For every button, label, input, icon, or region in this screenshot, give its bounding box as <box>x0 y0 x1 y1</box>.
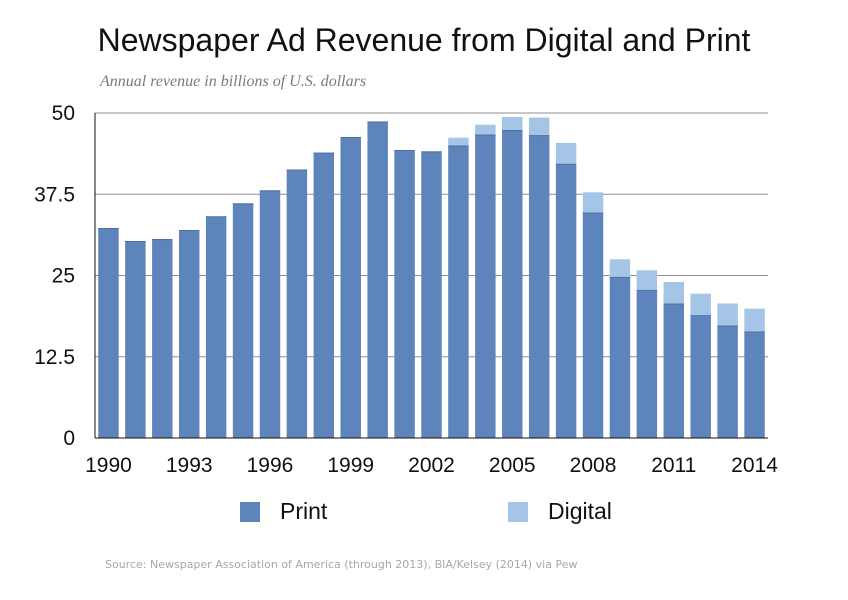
bar-digital-2007 <box>555 142 577 164</box>
y-tick-label: 12.5 <box>34 346 75 369</box>
bar-print-1992 <box>152 239 173 438</box>
y-tick-label: 50 <box>52 102 75 125</box>
x-tick-label: 1999 <box>327 454 374 477</box>
tick-labels: 0 12.5 25 37.5 50 1990 1993 1996 1999 2002 2005 200… <box>34 102 778 477</box>
bar-print-2000 <box>367 121 388 438</box>
bar-print-1997 <box>286 169 308 439</box>
chart-subtitle: Annual revenue in billions of U.S. dolla… <box>100 73 367 90</box>
bar-digital-2008 <box>582 192 604 213</box>
bar-digital-2006 <box>528 117 550 136</box>
bar-print-2013 <box>717 325 738 438</box>
bar-print-1990 <box>98 228 119 438</box>
bar-print-2006 <box>528 135 550 438</box>
x-tick-label: 1993 <box>166 454 213 477</box>
bar-print-1996 <box>259 190 281 438</box>
legend-label-digital: Digital <box>548 498 612 524</box>
chart-title: Newspaper Ad Revenue from Digital and Pr… <box>97 22 751 58</box>
y-tick-label: 37.5 <box>34 183 75 206</box>
bar-print-2009 <box>609 276 631 438</box>
bar-print-2014 <box>744 331 765 438</box>
bar-print-2007 <box>555 163 577 438</box>
bar-print-1994 <box>205 216 227 438</box>
x-tick-label: 2005 <box>489 454 536 477</box>
x-tick-label: 2014 <box>731 454 778 477</box>
legend: Print Digital <box>240 498 612 524</box>
bar-print-1998 <box>313 152 335 438</box>
y-tick-label: 0 <box>63 427 75 450</box>
bar-digital-2014 <box>744 308 765 332</box>
bar-print-1995 <box>232 203 254 438</box>
bar-digital-2005 <box>502 116 523 130</box>
bar-digital-2003 <box>448 137 469 146</box>
bar-print-2008 <box>582 212 604 438</box>
y-tick-label: 25 <box>52 265 75 288</box>
x-tick-label: 1990 <box>85 454 132 477</box>
bar-print-2004 <box>475 134 496 438</box>
bar-digital-2012 <box>690 293 711 316</box>
x-tick-label: 2008 <box>570 454 617 477</box>
bar-digital-2004 <box>475 124 496 135</box>
x-tick-label: 1996 <box>247 454 294 477</box>
x-tick-label: 2011 <box>651 454 696 477</box>
bar-print-1991 <box>125 241 146 438</box>
legend-swatch-print <box>240 502 260 522</box>
axes <box>94 113 768 439</box>
x-tick-label: 2002 <box>408 454 455 477</box>
legend-swatch-digital <box>508 502 528 522</box>
bar-digital-2013 <box>717 303 738 326</box>
bar-print-2010 <box>636 289 658 438</box>
bar-print-1999 <box>340 137 361 439</box>
legend-label-print: Print <box>280 498 328 524</box>
bar-print-2002 <box>421 151 442 438</box>
bar-print-2003 <box>448 145 469 438</box>
bar-print-2012 <box>690 315 711 438</box>
bar-print-2001 <box>394 150 415 439</box>
bar-print-2005 <box>502 129 523 438</box>
bar-digital-2011 <box>663 282 685 304</box>
source-note: Source: Newspaper Association of America… <box>105 558 578 571</box>
bar-digital-2009 <box>609 259 631 277</box>
bar-print-1993 <box>178 230 200 438</box>
bar-print-2011 <box>663 303 685 438</box>
bars <box>98 116 765 439</box>
bar-digital-2010 <box>636 270 658 290</box>
